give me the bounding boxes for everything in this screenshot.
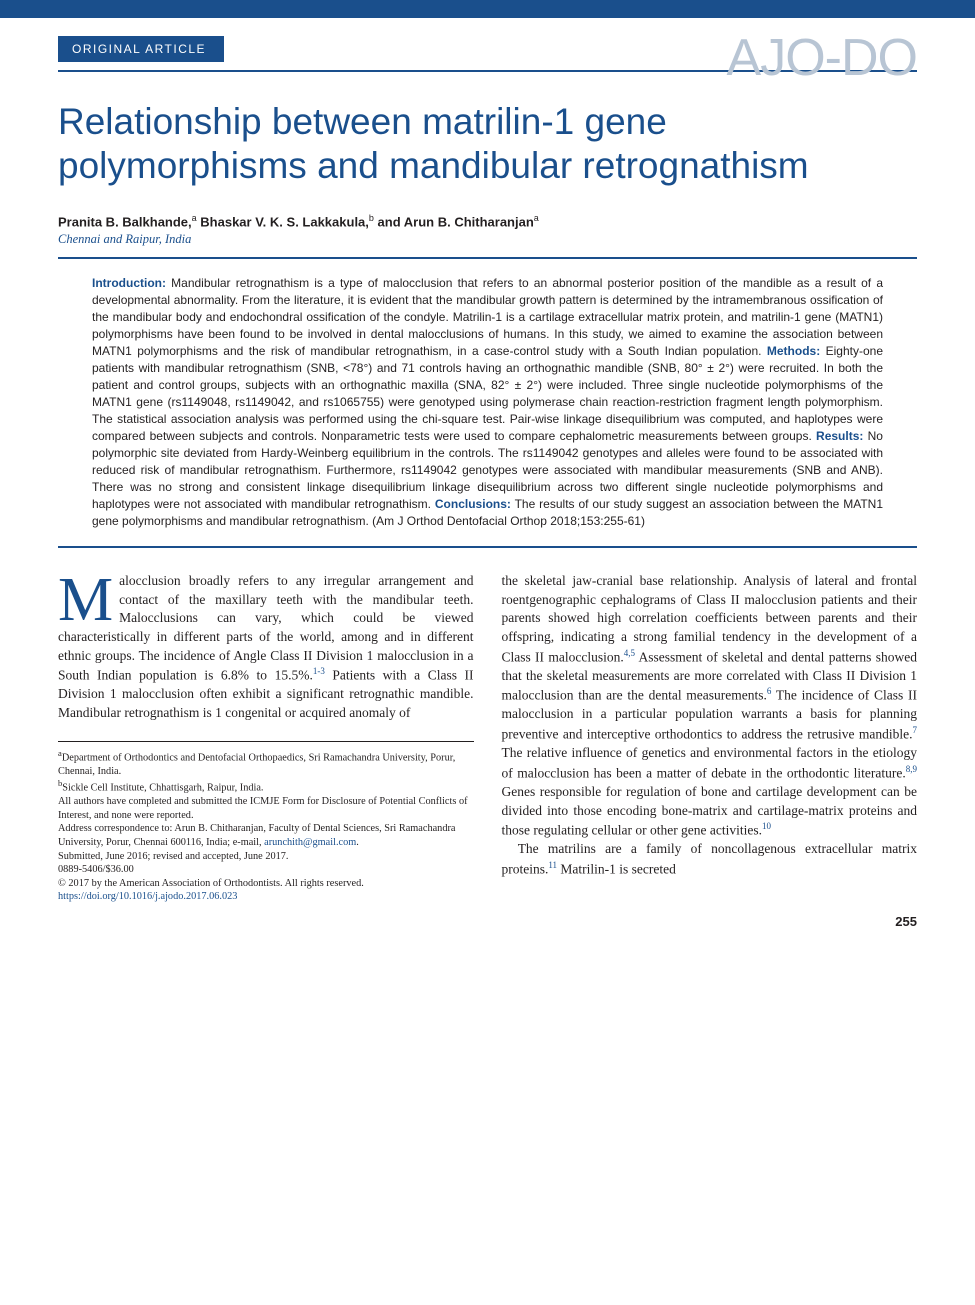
citation-ref[interactable]: 11 — [548, 860, 557, 870]
body-columns: Malocclusion broadly refers to any irreg… — [0, 548, 975, 904]
abstract-intro-heading: Introduction: — [92, 276, 166, 290]
footnote-submitted: Submitted, June 2016; revised and accept… — [58, 850, 474, 864]
footnote-affil-a: aDepartment of Orthodontics and Dentofac… — [58, 748, 474, 779]
title-block: Relationship between matrilin-1 gene pol… — [0, 72, 975, 187]
dropcap: M — [58, 572, 119, 624]
body-paragraph: The matrilins are a family of noncollage… — [502, 840, 918, 879]
citation-ref[interactable]: 10 — [762, 821, 771, 831]
body-text: Matrilin-1 is secreted — [557, 861, 676, 876]
footnote-affil-b: bSickle Cell Institute, Chhattisgarh, Ra… — [58, 778, 474, 795]
doi-link[interactable]: https://doi.org/10.1016/j.ajodo.2017.06.… — [58, 891, 237, 902]
body-text: alocclusion broadly refers to any irregu… — [58, 573, 474, 683]
abstract-results-heading: Results: — [816, 429, 863, 443]
page-number: 255 — [0, 904, 975, 949]
article-type-badge: ORIGINAL ARTICLE — [58, 36, 224, 62]
abstract-text: Introduction: Mandibular retrognathism i… — [92, 275, 883, 530]
article-title: Relationship between matrilin-1 gene pol… — [58, 100, 917, 187]
citation-ref[interactable]: 8,9 — [906, 764, 917, 774]
abstract-block: Introduction: Mandibular retrognathism i… — [0, 259, 975, 530]
footnote-copyright: © 2017 by the American Association of Or… — [58, 877, 474, 891]
journal-logo: AJO-DO — [727, 28, 917, 88]
footnote-doi: https://doi.org/10.1016/j.ajodo.2017.06.… — [58, 890, 474, 904]
abstract-conclusions-heading: Conclusions: — [435, 497, 511, 511]
footnote-issn: 0889-5406/$36.00 — [58, 863, 474, 877]
body-paragraph: the skeletal jaw-cranial base relationsh… — [502, 572, 918, 840]
footnote-correspondence: Address correspondence to: Arun B. Chith… — [58, 822, 474, 849]
authors-line: Pranita B. Balkhande,a Bhaskar V. K. S. … — [58, 213, 917, 229]
column-left: Malocclusion broadly refers to any irreg… — [58, 572, 474, 904]
authors-block: Pranita B. Balkhande,a Bhaskar V. K. S. … — [0, 187, 975, 246]
body-text: Genes responsible for regulation of bone… — [502, 784, 918, 838]
correspondence-email-link[interactable]: arunchith@gmail.com — [264, 837, 356, 848]
abstract-methods-text: Eighty-one patients with mandibular retr… — [92, 344, 883, 443]
abstract-methods-heading: Methods: — [767, 344, 820, 358]
footnotes-rule — [58, 741, 474, 742]
citation-ref[interactable]: 1-3 — [313, 666, 325, 676]
footnotes: aDepartment of Orthodontics and Dentofac… — [58, 748, 474, 904]
abstract-intro-text: Mandibular retrognathism is a type of ma… — [92, 276, 883, 358]
affiliation-location: Chennai and Raipur, India — [58, 232, 917, 247]
citation-ref[interactable]: 7 — [913, 725, 918, 735]
body-paragraph: Malocclusion broadly refers to any irreg… — [58, 572, 474, 723]
body-text: The relative influence of genetics and e… — [502, 745, 918, 780]
column-right: the skeletal jaw-cranial base relationsh… — [502, 572, 918, 904]
top-brand-bar — [0, 0, 975, 18]
header-area: ORIGINAL ARTICLE AJO-DO — [0, 18, 975, 72]
citation-ref[interactable]: 4,5 — [624, 648, 635, 658]
footnote-coi: All authors have completed and submitted… — [58, 795, 474, 822]
